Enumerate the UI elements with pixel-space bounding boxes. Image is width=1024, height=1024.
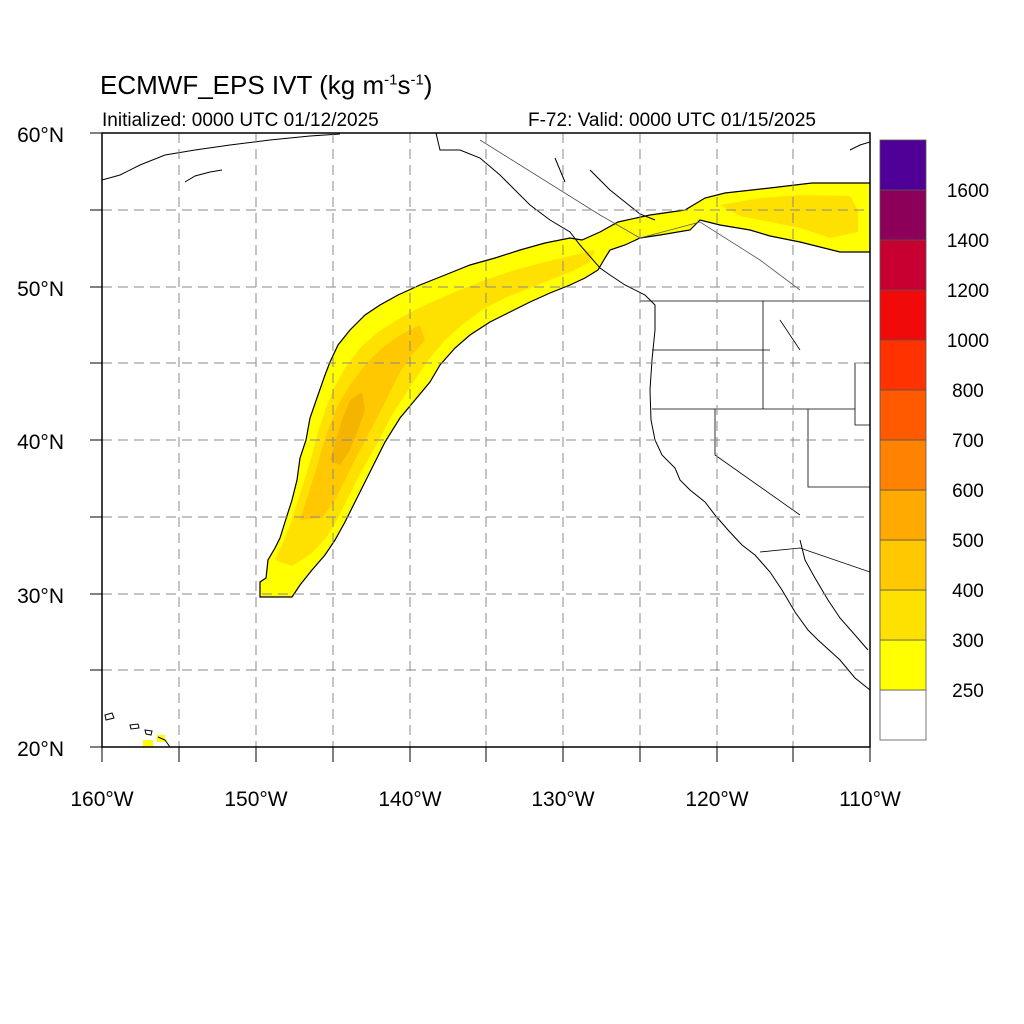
lat-label-60: 60°N xyxy=(17,124,64,147)
colorbar-swatch xyxy=(879,139,927,191)
coastline-alaska xyxy=(102,133,341,181)
colorbar-swatch xyxy=(879,639,927,691)
lon-label-130: 130°W xyxy=(531,788,594,811)
lon-label-150: 150°W xyxy=(224,788,287,811)
colorbar-label: 1400 xyxy=(947,231,989,252)
lat-label-30: 30°N xyxy=(17,585,64,608)
chart-title: ECMWF_EPS IVT (kg m-1s-1) xyxy=(100,70,433,100)
colorbar-swatch xyxy=(879,489,927,541)
colorbar-swatch xyxy=(879,539,927,591)
ivt-blob-core xyxy=(720,195,858,238)
colorbar-swatch xyxy=(879,339,927,391)
colorbar-swatch xyxy=(879,289,927,341)
lon-label-140: 140°W xyxy=(378,788,441,811)
lat-label-50: 50°N xyxy=(17,278,64,301)
colorbar-swatch xyxy=(879,239,927,291)
colorbar-swatch xyxy=(879,189,927,241)
colorbar-label: 800 xyxy=(952,381,984,402)
colorbar-label: 250 xyxy=(952,681,984,702)
colorbar-label: 600 xyxy=(952,481,984,502)
lon-label-120: 120°W xyxy=(685,788,748,811)
colorbar-label: 1200 xyxy=(947,281,989,302)
colorbar-label: 1600 xyxy=(947,181,989,202)
colorbar-swatch xyxy=(879,439,927,491)
lat-label-40: 40°N xyxy=(17,431,64,454)
coastline-hudson xyxy=(849,141,870,151)
lat-label-20: 20°N xyxy=(17,738,64,761)
axis-ticks xyxy=(90,132,871,762)
initialized-label: Initialized: 0000 UTC 01/12/2025 xyxy=(102,110,379,131)
map-grid xyxy=(102,133,870,747)
colorbar-label: 1000 xyxy=(947,331,989,352)
lon-label-110: 110°W xyxy=(839,788,901,811)
colorbar-swatch xyxy=(879,389,927,441)
ivt-plume-core-500 xyxy=(330,392,365,465)
lon-label-160: 160°W xyxy=(70,788,133,811)
colorbar: 250 300 400 500 600 700 800 1000 1200 1400 1600 xyxy=(879,139,989,741)
colorbar-swatch xyxy=(879,689,927,741)
hawaii-islands xyxy=(104,712,171,747)
ivt-hawaii-spot xyxy=(143,740,153,747)
valid-label: F-72: Valid: 0000 UTC 01/15/2025 xyxy=(528,110,816,131)
colorbar-label: 500 xyxy=(952,531,984,552)
colorbar-label: 300 xyxy=(952,631,984,652)
coastline-baja xyxy=(799,539,869,651)
ivt-plume-core-400 xyxy=(300,325,425,520)
colorbar-swatch xyxy=(879,589,927,641)
colorbar-label: 400 xyxy=(952,581,984,602)
colorbar-label: 700 xyxy=(952,431,984,452)
state-borders xyxy=(652,301,870,573)
coastline-west xyxy=(435,133,870,691)
